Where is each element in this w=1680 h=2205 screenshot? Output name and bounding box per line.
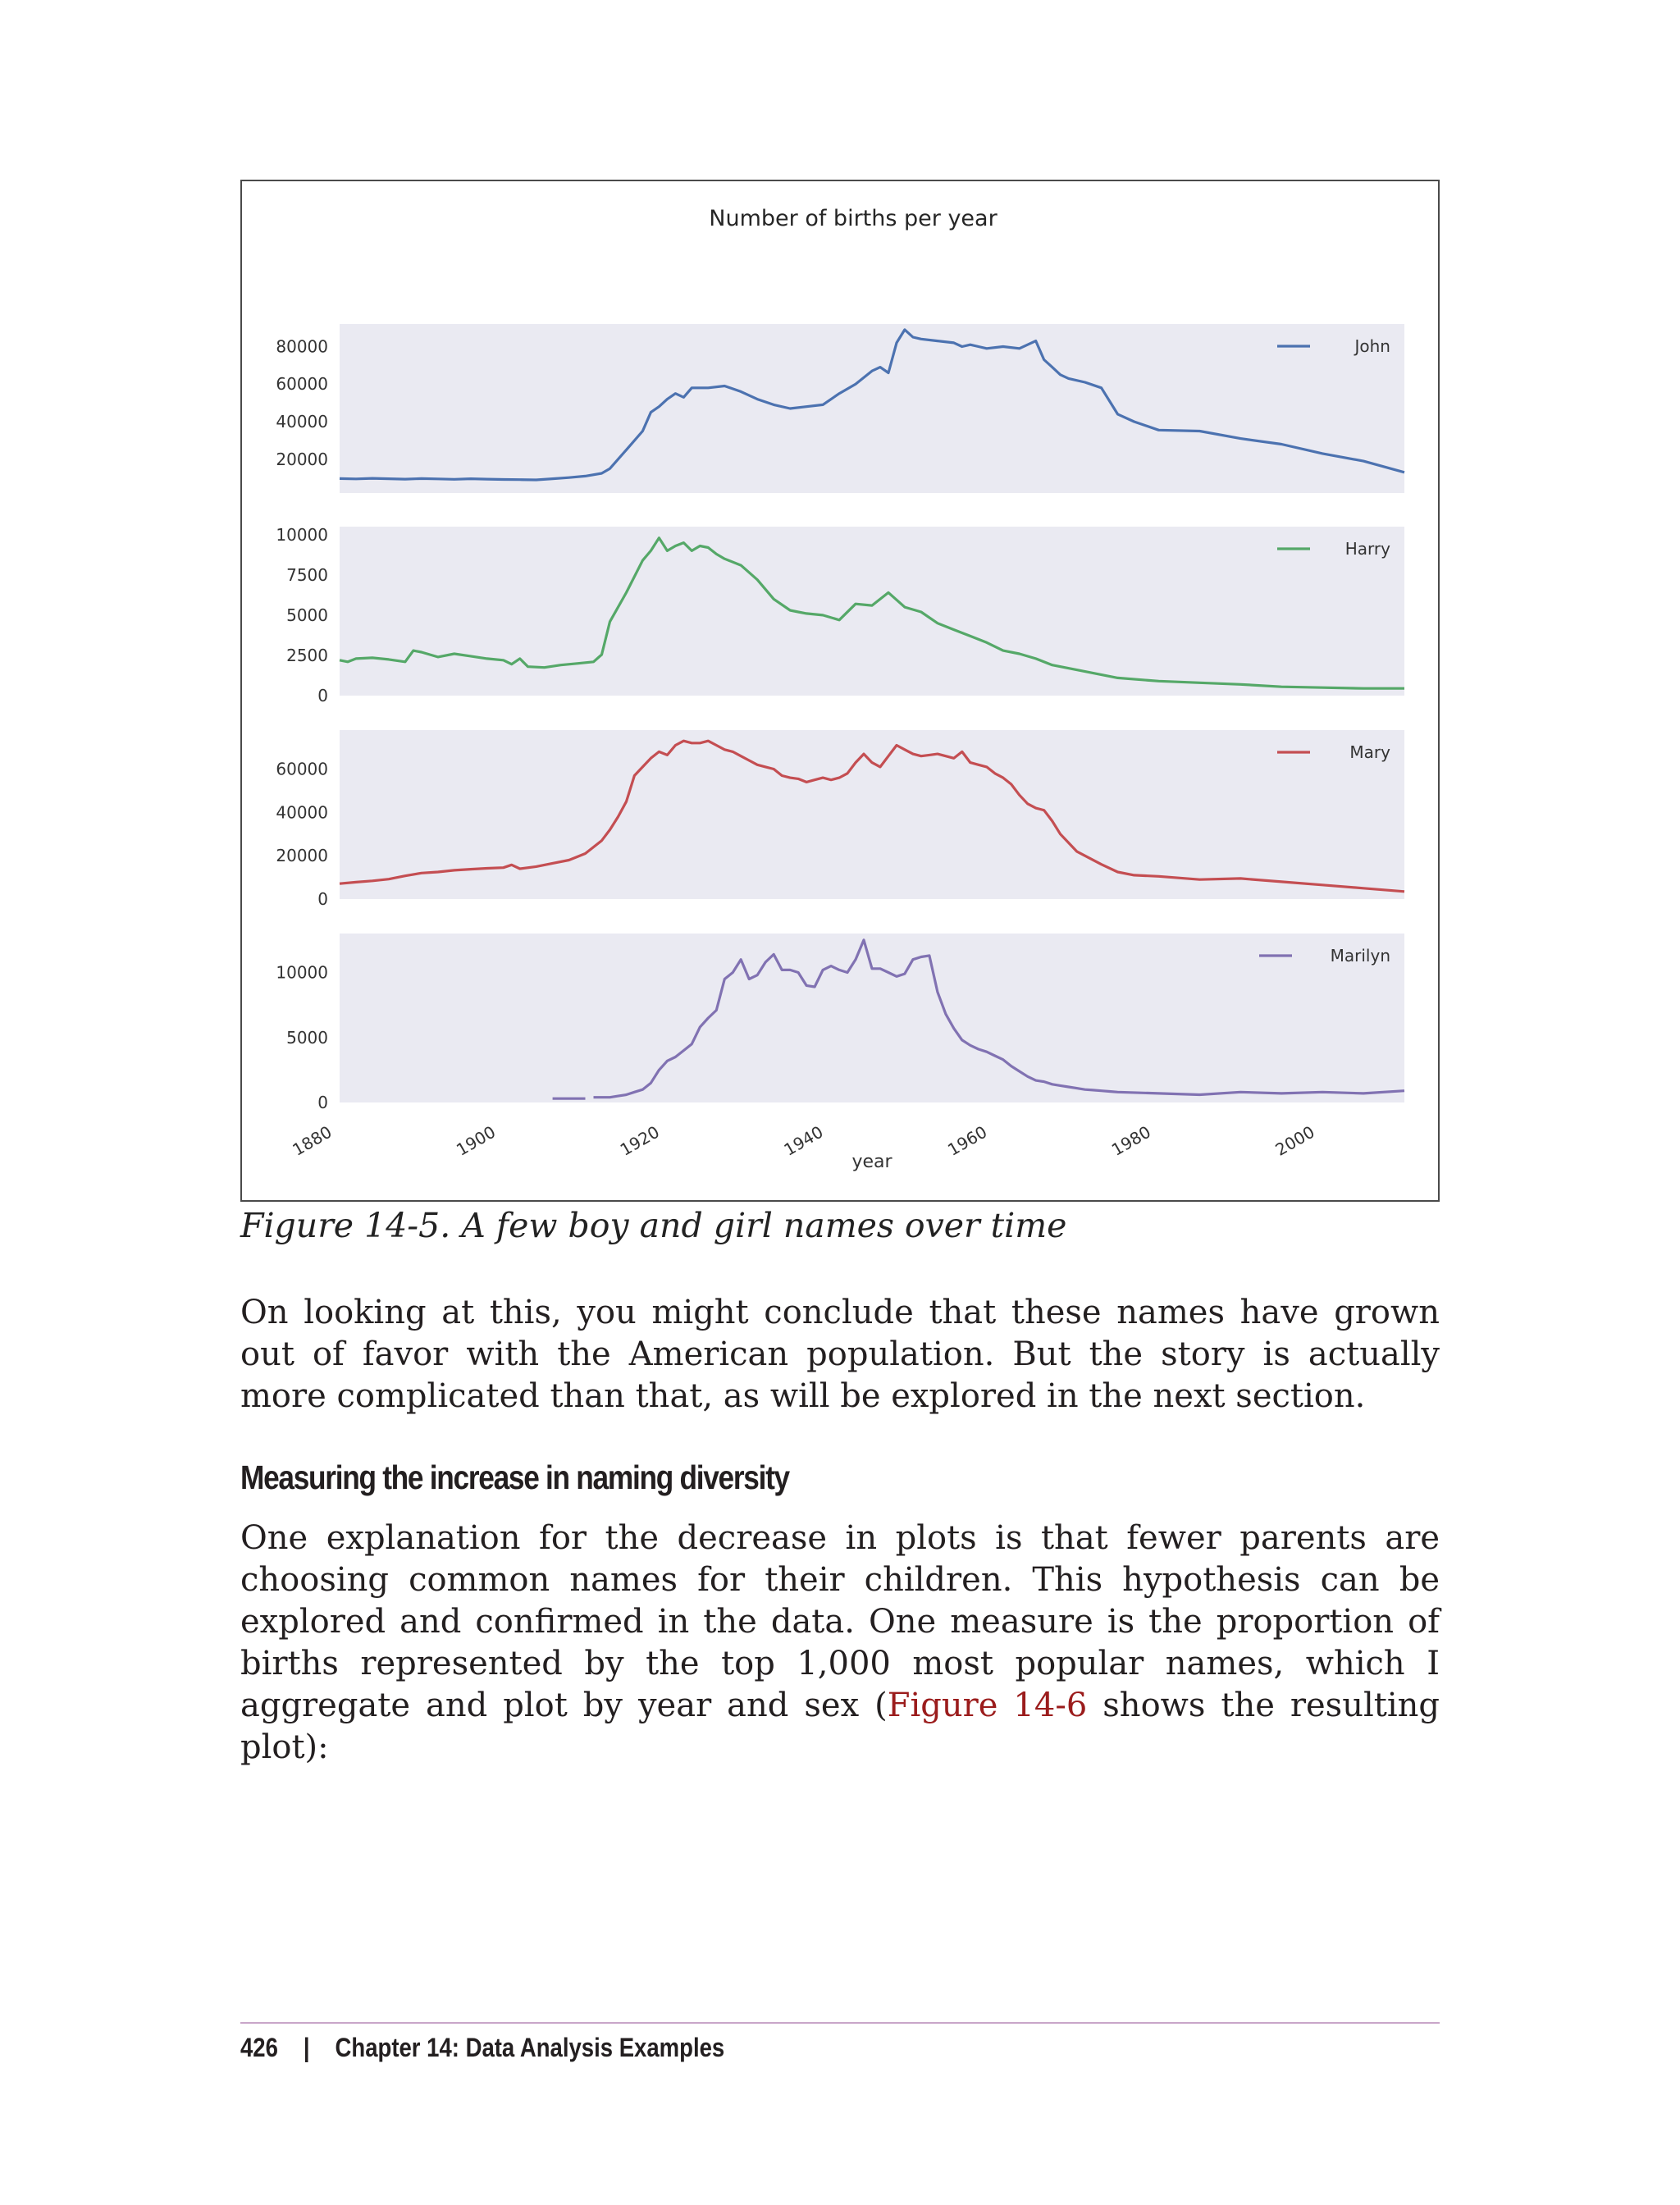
figure-frame: Number of births per year 20000 40000 60000… — [240, 180, 1440, 1202]
series-line-john — [339, 328, 1405, 482]
x-tick-label: 2000 — [1272, 1122, 1318, 1160]
y-tick-label: 10000 — [276, 525, 328, 545]
legend-label-marilyn: Marilyn — [1331, 946, 1390, 966]
y-tick-label: 10000 — [276, 963, 328, 983]
page-footer: 426 | Chapter 14: Data Analysis Examples — [240, 2033, 724, 2063]
legend-label-harry: Harry — [1345, 539, 1390, 559]
paragraph-2-text-after: shows the resulting plot): — [240, 1687, 1440, 1766]
y-tick-label: 2500 — [286, 646, 328, 665]
y-tick-label: 80000 — [276, 336, 328, 356]
section-heading: Measuring the increase in naming diversi… — [240, 1459, 790, 1496]
legend-label-john: John — [1354, 336, 1391, 356]
x-tick-label: 1980 — [1108, 1122, 1154, 1160]
x-tick-label: 1900 — [453, 1122, 499, 1160]
paragraph-2: One explanation for the decrease in plot… — [240, 1518, 1440, 1769]
panel-2-background — [340, 730, 1404, 899]
legend-label-mary: Mary — [1349, 742, 1390, 762]
y-tick-label: 5000 — [286, 605, 328, 625]
y-tick-label: 5000 — [286, 1028, 328, 1048]
series-line-marilyn — [552, 938, 1405, 1100]
footer-rule — [240, 2022, 1440, 2024]
x-tick-label: 1920 — [617, 1122, 663, 1160]
y-tick-label: 60000 — [276, 760, 328, 779]
figure-caption: Figure 14-5. A few boy and girl names ov… — [240, 1206, 1067, 1245]
y-tick-label: 20000 — [276, 450, 328, 469]
chapter-title: Chapter 14: Data Analysis Examples — [335, 2033, 725, 2062]
panel-1-background — [340, 527, 1404, 696]
panel-3-background — [340, 934, 1404, 1102]
y-tick-label: 0 — [317, 1093, 328, 1112]
births-chart: Number of births per year200004000060000… — [276, 206, 1405, 1172]
y-tick-label: 20000 — [276, 846, 328, 865]
paragraph-2-text-before: One explanation for the decrease in plot… — [240, 1519, 1440, 1724]
paragraph-1: On looking at this, you might conclude t… — [240, 1294, 1440, 1415]
y-tick-label: 0 — [317, 686, 328, 705]
page-number: 426 — [240, 2033, 278, 2062]
y-tick-label: 40000 — [276, 412, 328, 431]
x-axis-label: year — [851, 1152, 892, 1172]
y-tick-label: 7500 — [286, 565, 328, 585]
x-tick-label: 1880 — [289, 1122, 335, 1160]
panel-0-background — [340, 324, 1404, 493]
chart-title: Number of births per year — [709, 206, 998, 231]
figure-14-6-link[interactable]: Figure 14-6 — [887, 1687, 1088, 1724]
y-tick-label: 0 — [317, 889, 328, 909]
y-tick-label: 40000 — [276, 802, 328, 822]
series-line-mary — [339, 739, 1405, 893]
series-line-harry — [339, 536, 1404, 690]
x-tick-label: 1940 — [780, 1122, 826, 1160]
x-tick-label: 1960 — [944, 1122, 990, 1160]
y-tick-label: 60000 — [276, 374, 328, 394]
footer-separator: | — [303, 2033, 310, 2062]
